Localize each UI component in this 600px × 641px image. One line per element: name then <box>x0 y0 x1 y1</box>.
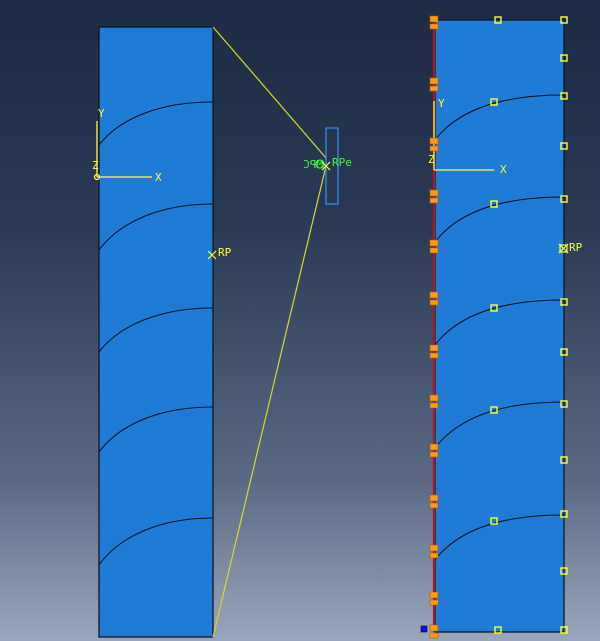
coupling-node-icon[interactable] <box>560 16 568 24</box>
triad-z-label: Z <box>428 153 435 166</box>
coupling-node-icon[interactable] <box>490 304 498 312</box>
left-rp-label: RP <box>218 246 232 259</box>
boundary-condition-icon[interactable] <box>429 591 439 606</box>
coupling-node-icon[interactable] <box>560 92 568 100</box>
coupling-nodes[interactable] <box>490 16 568 634</box>
boundary-condition-icon[interactable] <box>429 15 439 30</box>
reference-point-icon <box>207 250 217 260</box>
left-part-body[interactable] <box>98 26 214 638</box>
left-part-triad: Y Z X <box>92 107 162 184</box>
triad-y-label: Y <box>98 107 105 120</box>
reference-point-icon <box>321 161 331 171</box>
boundary-condition-icon[interactable] <box>429 77 439 92</box>
left-part[interactable]: Y Z X RP <box>92 26 232 638</box>
coupling-node-icon[interactable] <box>560 195 568 203</box>
coupling-node-icon[interactable] <box>560 54 568 62</box>
boundary-conditions[interactable] <box>429 15 439 639</box>
coupling-node-icon[interactable] <box>494 16 502 24</box>
coupling-node-icon[interactable] <box>560 567 568 575</box>
coupling-node-icon[interactable] <box>560 510 568 518</box>
boundary-condition-icon[interactable] <box>429 624 439 639</box>
right-part-triad: Y Z X <box>428 97 507 176</box>
coupling-node-icon[interactable] <box>490 406 498 414</box>
connector-line-top <box>212 26 327 159</box>
wire-rp-label: RPe <box>332 156 352 169</box>
coupling-node-icon[interactable] <box>490 98 498 106</box>
boundary-condition-icon[interactable] <box>429 544 439 559</box>
right-reference-point[interactable]: RP <box>558 241 583 254</box>
right-part-partition-curves <box>434 94 565 561</box>
reference-point-icon <box>558 243 569 254</box>
boundary-condition-icon[interactable] <box>429 239 439 254</box>
triad-x-label: X <box>155 171 162 184</box>
triad-z-label: Z <box>92 159 99 172</box>
triad-x-label: X <box>500 163 507 176</box>
boundary-condition-icon[interactable] <box>429 394 439 409</box>
coupling-node-icon[interactable] <box>490 200 498 208</box>
selected-node-marker[interactable] <box>420 625 428 633</box>
boundary-condition-icon[interactable] <box>429 291 439 306</box>
left-reference-point[interactable]: RP <box>207 246 232 260</box>
boundary-condition-icon[interactable] <box>429 137 439 152</box>
triad-y-label: Y <box>438 97 445 110</box>
wire-feature[interactable]: MPC RPe <box>303 127 352 205</box>
connector-line-bottom <box>212 165 327 638</box>
boundary-condition-icon[interactable] <box>429 344 439 359</box>
coupling-node-icon[interactable] <box>560 348 568 356</box>
connector-lines <box>212 26 327 638</box>
right-part-body[interactable] <box>434 19 565 633</box>
coupling-node-icon[interactable] <box>560 298 568 306</box>
coupling-node-icon[interactable] <box>560 400 568 408</box>
boundary-condition-icon[interactable] <box>429 443 439 458</box>
mpc-constraint-label: MPC <box>303 158 323 171</box>
right-rp-label: RP <box>569 241 583 254</box>
coupling-node-icon[interactable] <box>560 142 568 150</box>
coupling-node-icon[interactable] <box>560 626 568 634</box>
coupling-node-icon[interactable] <box>494 626 502 634</box>
boundary-condition-icon[interactable] <box>429 494 439 509</box>
right-part[interactable]: Y Z X RP <box>420 15 583 639</box>
left-part-partition-curves <box>98 101 214 566</box>
axis-triad-icon <box>433 101 494 171</box>
coupling-node-icon[interactable] <box>490 517 498 525</box>
axis-triad-icon <box>93 121 152 181</box>
coupling-node-icon[interactable] <box>560 456 568 464</box>
boundary-condition-icon[interactable] <box>429 189 439 204</box>
